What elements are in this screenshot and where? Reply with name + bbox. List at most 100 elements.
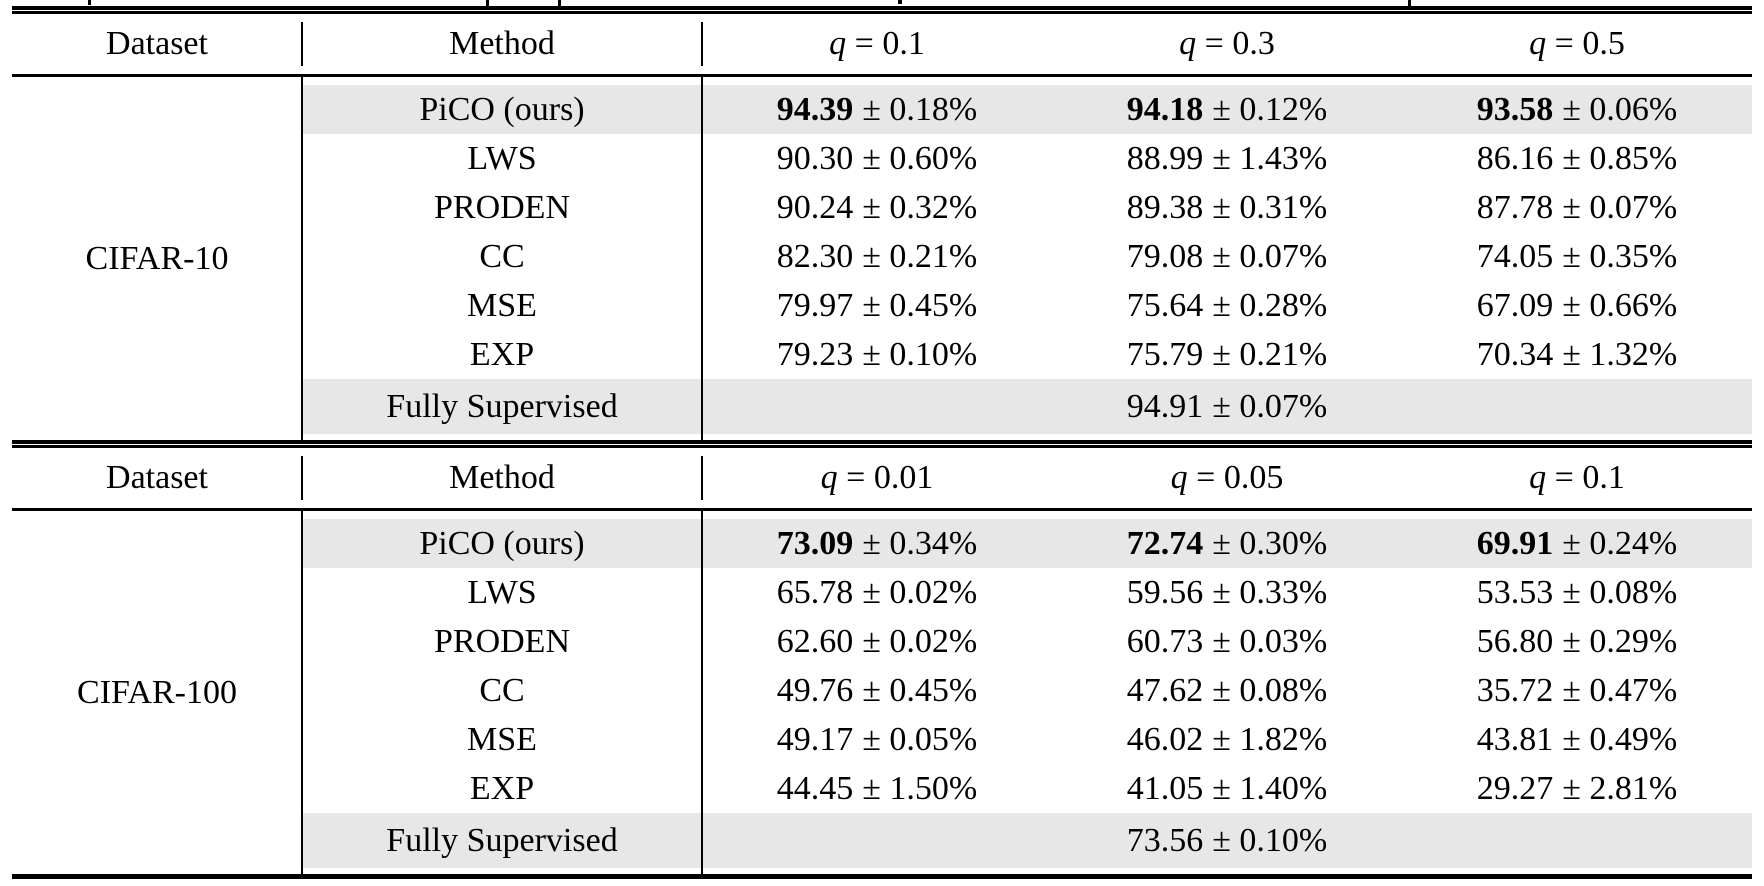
fully-supervised-row: Fully Supervised 73.56 ± 0.10% — [12, 813, 1752, 868]
table-top-rule — [12, 6, 1752, 14]
method-name: PRODEN — [433, 622, 571, 660]
fully-supervised-row: Fully Supervised 94.91 ± 0.07% — [12, 379, 1752, 434]
method-row: LWS 65.78 ± 0.02% 59.56 ± 0.33% 53.53 ± 0.08% — [12, 568, 1752, 617]
body-divider-method-values — [701, 77, 703, 440]
method-row: CC 82.30 ± 0.21% 79.08 ± 0.07% 74.05 ± 0.35% — [12, 232, 1752, 281]
method-row: EXP 44.45 ± 1.50% 41.05 ± 1.40% 29.27 ± 2.81% — [12, 764, 1752, 813]
row-highlight — [302, 519, 1752, 568]
accuracy-value: 41.05 ± 1.40% — [1126, 769, 1328, 807]
fully-supervised-label: Fully Supervised — [386, 821, 618, 859]
accuracy-value: 49.17 ± 0.05% — [776, 720, 978, 758]
method-name: CC — [479, 671, 525, 709]
row-highlight — [302, 813, 1752, 868]
row-highlight — [302, 85, 1752, 134]
accuracy-value: 74.05 ± 0.35% — [1476, 237, 1678, 275]
accuracy-value: 49.76 ± 0.45% — [776, 671, 978, 709]
method-name: EXP — [469, 769, 535, 807]
accuracy-value: 79.97 ± 0.45% — [776, 286, 978, 324]
accuracy-value: 93.58 ± 0.06% — [1476, 90, 1678, 128]
accuracy-value: 73.09 ± 0.34% — [776, 524, 978, 562]
body-cifar100: PiCO (ours) 73.09 ± 0.34% 72.74 ± 0.30% 69.91… — [12, 511, 1752, 874]
method-name: EXP — [469, 335, 535, 373]
method-name: LWS — [467, 573, 537, 611]
accuracy-value: 94.18 ± 0.12% — [1126, 90, 1328, 128]
body-divider-dataset-method — [301, 77, 303, 440]
accuracy-value: 60.73 ± 0.03% — [1126, 622, 1328, 660]
accuracy-value: 82.30 ± 0.21% — [776, 237, 978, 275]
method-row: PiCO (ours) 73.09 ± 0.34% 72.74 ± 0.30% 69.91… — [12, 519, 1752, 568]
header-divider-method-values — [701, 456, 703, 500]
accuracy-value: 90.30 ± 0.60% — [776, 139, 978, 177]
method-name: CC — [479, 237, 525, 275]
method-name: PiCO (ours) — [419, 90, 585, 128]
header-divider-dataset-method — [301, 456, 303, 500]
accuracy-value: 56.80 ± 0.29% — [1476, 622, 1678, 660]
accuracy-value: 65.78 ± 0.02% — [776, 573, 978, 611]
col-header-q2: q = 0.3 — [1179, 25, 1275, 62]
table-bottom-rule — [12, 874, 1752, 879]
fully-supervised-label: Fully Supervised — [386, 387, 618, 425]
accuracy-value: 44.45 ± 1.50% — [776, 769, 978, 807]
dataset-label: CIFAR-10 — [85, 239, 229, 277]
accuracy-value: 46.02 ± 1.82% — [1126, 720, 1328, 758]
method-name: MSE — [467, 720, 537, 758]
accuracy-value: 72.74 ± 0.30% — [1126, 524, 1328, 562]
header-row-cifar10: Dataset Method q = 0.1 q = 0.3 q = 0.5 — [12, 14, 1752, 74]
col-header-method: Method — [449, 25, 555, 62]
method-rows: PiCO (ours) 73.09 ± 0.34% 72.74 ± 0.30% 69.91… — [12, 519, 1752, 868]
table-mid-rule — [12, 440, 1752, 448]
col-header-q3: q = 0.1 — [1529, 459, 1625, 496]
method-row: CC 49.76 ± 0.45% 47.62 ± 0.08% 35.72 ± 0.47% — [12, 666, 1752, 715]
accuracy-value: 86.16 ± 0.85% — [1476, 139, 1678, 177]
method-row: MSE 49.17 ± 0.05% 46.02 ± 1.82% 43.81 ± 0.49% — [12, 715, 1752, 764]
accuracy-value: 35.72 ± 0.47% — [1476, 671, 1678, 709]
accuracy-value: 89.38 ± 0.31% — [1126, 188, 1328, 226]
accuracy-value: 43.81 ± 0.49% — [1476, 720, 1678, 758]
method-row: LWS 90.30 ± 0.60% 88.99 ± 1.43% 86.16 ± 0.85% — [12, 134, 1752, 183]
col-header-dataset: Dataset — [106, 25, 208, 62]
accuracy-value: 69.91 ± 0.24% — [1476, 524, 1678, 562]
body-cifar10: PiCO (ours) 94.39 ± 0.18% 94.18 ± 0.12% 93.58… — [12, 77, 1752, 440]
dataset-label: CIFAR-100 — [77, 673, 237, 711]
accuracy-value: 79.23 ± 0.10% — [776, 335, 978, 373]
header-row-cifar100: Dataset Method q = 0.01 q = 0.05 q = 0.1 — [12, 448, 1752, 508]
method-rows: PiCO (ours) 94.39 ± 0.18% 94.18 ± 0.12% 93.58… — [12, 85, 1752, 434]
method-name: MSE — [467, 286, 537, 324]
body-divider-dataset-method — [301, 511, 303, 874]
col-header-q3: q = 0.5 — [1529, 25, 1625, 62]
body-divider-method-values — [701, 511, 703, 874]
col-header-q1: q = 0.1 — [829, 25, 925, 62]
header-divider-dataset-method — [301, 22, 303, 66]
accuracy-value: 75.79 ± 0.21% — [1126, 335, 1328, 373]
accuracy-value: 59.56 ± 0.33% — [1126, 573, 1328, 611]
header-bottom-rule — [12, 74, 1752, 77]
row-highlight — [302, 379, 1752, 434]
accuracy-value: 94.39 ± 0.18% — [776, 90, 978, 128]
col-header-method: Method — [449, 459, 555, 496]
method-name: PiCO (ours) — [419, 524, 585, 562]
header-divider-method-values — [701, 22, 703, 66]
results-table: Dataset Method q = 0.1 q = 0.3 q = 0.5 P… — [12, 6, 1752, 879]
col-header-q2: q = 0.05 — [1170, 459, 1284, 496]
fully-supervised-value: 73.56 ± 0.10% — [1126, 821, 1328, 859]
method-name: LWS — [467, 139, 537, 177]
accuracy-value: 75.64 ± 0.28% — [1126, 286, 1328, 324]
accuracy-value: 29.27 ± 2.81% — [1476, 769, 1678, 807]
col-header-q1: q = 0.01 — [820, 459, 934, 496]
method-name: PRODEN — [433, 188, 571, 226]
accuracy-value: 67.09 ± 0.66% — [1476, 286, 1678, 324]
method-row: PRODEN 62.60 ± 0.02% 60.73 ± 0.03% 56.80 ± 0.2… — [12, 617, 1752, 666]
accuracy-value: 62.60 ± 0.02% — [776, 622, 978, 660]
accuracy-value: 47.62 ± 0.08% — [1126, 671, 1328, 709]
col-header-dataset: Dataset — [106, 459, 208, 496]
accuracy-value: 90.24 ± 0.32% — [776, 188, 978, 226]
method-row: MSE 79.97 ± 0.45% 75.64 ± 0.28% 67.09 ± 0.66% — [12, 281, 1752, 330]
method-row: PiCO (ours) 94.39 ± 0.18% 94.18 ± 0.12% 93.58… — [12, 85, 1752, 134]
accuracy-value: 88.99 ± 1.43% — [1126, 139, 1328, 177]
fully-supervised-value: 94.91 ± 0.07% — [1126, 387, 1328, 425]
accuracy-value: 79.08 ± 0.07% — [1126, 237, 1328, 275]
accuracy-value: 70.34 ± 1.32% — [1476, 335, 1678, 373]
accuracy-value: 53.53 ± 0.08% — [1476, 573, 1678, 611]
header-bottom-rule — [12, 508, 1752, 511]
